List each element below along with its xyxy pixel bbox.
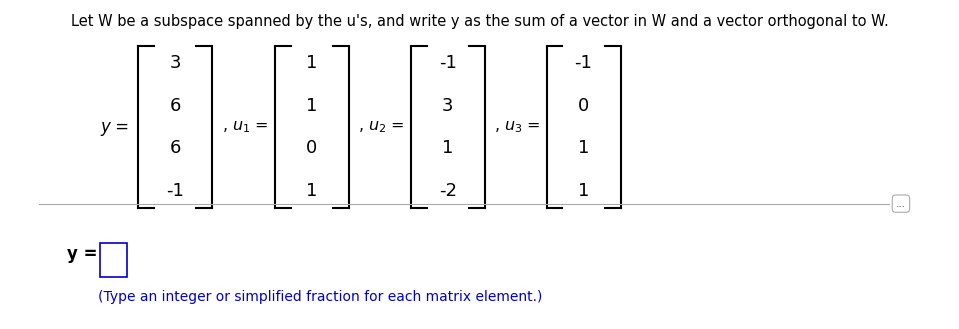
Text: 3: 3 [442, 97, 454, 115]
Text: -1: -1 [439, 54, 456, 72]
Text: , $u_2$ =: , $u_2$ = [358, 119, 405, 135]
Text: 1: 1 [578, 139, 589, 157]
Text: 0: 0 [306, 139, 317, 157]
Text: , $u_1$ =: , $u_1$ = [222, 119, 269, 135]
Text: , $u_3$ =: , $u_3$ = [494, 119, 540, 135]
Text: 1: 1 [306, 97, 317, 115]
Text: 3: 3 [170, 54, 181, 72]
FancyBboxPatch shape [101, 243, 127, 277]
Text: 1: 1 [306, 182, 317, 200]
Text: -1: -1 [574, 54, 593, 72]
Text: 6: 6 [170, 97, 181, 115]
Text: -1: -1 [166, 182, 184, 200]
Text: 1: 1 [442, 139, 454, 157]
Text: 1: 1 [306, 54, 317, 72]
Text: 1: 1 [578, 182, 589, 200]
Text: y =: y = [67, 245, 98, 263]
Text: ...: ... [896, 199, 906, 209]
Text: y =: y = [101, 118, 129, 136]
Text: 0: 0 [578, 97, 589, 115]
Text: Let W be a subspace spanned by the u's, and write y as the sum of a vector in W : Let W be a subspace spanned by the u's, … [71, 14, 888, 29]
Text: (Type an integer or simplified fraction for each matrix element.): (Type an integer or simplified fraction … [98, 290, 542, 304]
Text: -2: -2 [439, 182, 456, 200]
Text: 6: 6 [170, 139, 181, 157]
